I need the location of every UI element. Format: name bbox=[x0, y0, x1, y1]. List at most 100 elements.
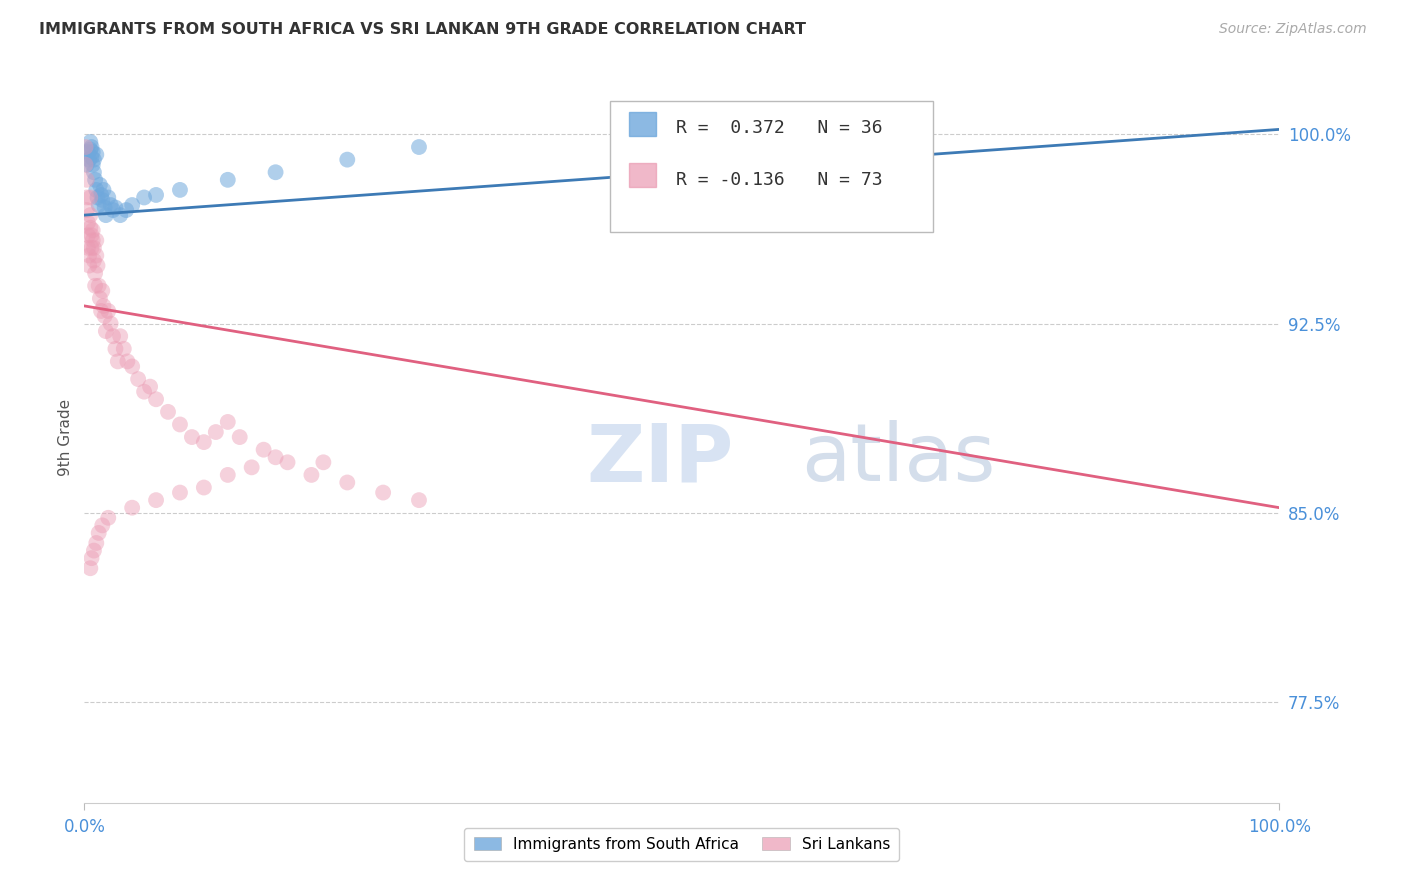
Point bbox=[104, 342, 127, 356]
Point bbox=[659, 833, 682, 847]
Y-axis label: 9th Grade: 9th Grade bbox=[58, 399, 73, 475]
Point bbox=[87, 198, 110, 212]
Point bbox=[101, 203, 124, 218]
Point bbox=[84, 278, 107, 293]
FancyBboxPatch shape bbox=[630, 112, 655, 136]
Point bbox=[97, 304, 120, 318]
Point bbox=[93, 299, 115, 313]
Point bbox=[79, 561, 101, 575]
Point bbox=[86, 147, 108, 161]
Point bbox=[100, 317, 122, 331]
Point bbox=[86, 233, 108, 247]
Point bbox=[77, 248, 100, 262]
Point bbox=[169, 183, 191, 197]
Point bbox=[93, 309, 115, 323]
Point bbox=[87, 278, 110, 293]
Point bbox=[86, 248, 108, 262]
Point bbox=[93, 201, 115, 215]
FancyBboxPatch shape bbox=[610, 101, 934, 232]
Point bbox=[77, 241, 100, 255]
Text: Source: ZipAtlas.com: Source: ZipAtlas.com bbox=[1219, 22, 1367, 37]
Point bbox=[79, 220, 101, 235]
Point bbox=[77, 145, 100, 159]
Point bbox=[94, 208, 117, 222]
Point bbox=[82, 233, 104, 247]
Point bbox=[145, 392, 167, 407]
Point bbox=[80, 140, 103, 154]
Point bbox=[91, 193, 114, 207]
Point bbox=[193, 481, 215, 495]
Text: R =  0.372   N = 36: R = 0.372 N = 36 bbox=[676, 120, 883, 137]
Point bbox=[83, 543, 105, 558]
Legend: Immigrants from South Africa, Sri Lankans: Immigrants from South Africa, Sri Lankan… bbox=[464, 828, 900, 861]
Point bbox=[336, 475, 359, 490]
Text: ZIP: ZIP bbox=[586, 420, 734, 498]
Point bbox=[110, 208, 132, 222]
Point bbox=[253, 442, 276, 457]
Point bbox=[77, 216, 100, 230]
Point bbox=[83, 253, 105, 268]
Point bbox=[121, 500, 143, 515]
Point bbox=[97, 190, 120, 204]
Point bbox=[76, 158, 98, 172]
Point bbox=[82, 145, 104, 159]
Point bbox=[301, 467, 323, 482]
Point bbox=[79, 190, 101, 204]
Point bbox=[76, 190, 98, 204]
Point bbox=[91, 518, 114, 533]
Point bbox=[277, 455, 299, 469]
Point bbox=[76, 173, 98, 187]
Point bbox=[408, 493, 430, 508]
Point bbox=[84, 173, 107, 187]
Point bbox=[79, 143, 101, 157]
Point bbox=[217, 467, 239, 482]
Point bbox=[89, 291, 111, 305]
Point bbox=[86, 259, 108, 273]
Point bbox=[157, 405, 180, 419]
Point bbox=[86, 183, 108, 197]
Point bbox=[312, 455, 335, 469]
Point bbox=[79, 135, 101, 149]
Point bbox=[75, 158, 97, 172]
Point bbox=[82, 223, 104, 237]
Point bbox=[75, 140, 97, 154]
Point bbox=[181, 430, 204, 444]
Point bbox=[86, 536, 108, 550]
Point bbox=[100, 198, 122, 212]
Point bbox=[107, 354, 129, 368]
Point bbox=[79, 208, 101, 222]
Point bbox=[373, 485, 395, 500]
Point bbox=[121, 359, 143, 374]
Point bbox=[76, 203, 98, 218]
Point bbox=[132, 384, 156, 399]
Text: IMMIGRANTS FROM SOUTH AFRICA VS SRI LANKAN 9TH GRADE CORRELATION CHART: IMMIGRANTS FROM SOUTH AFRICA VS SRI LANK… bbox=[39, 22, 807, 37]
Point bbox=[145, 188, 167, 202]
Point bbox=[101, 329, 124, 343]
Point bbox=[115, 203, 138, 218]
Point bbox=[89, 178, 111, 192]
Point bbox=[264, 450, 287, 465]
Point bbox=[80, 241, 103, 255]
Point bbox=[117, 354, 139, 368]
Point bbox=[205, 425, 228, 439]
Point bbox=[94, 324, 117, 338]
Point bbox=[336, 153, 359, 167]
Point bbox=[86, 190, 108, 204]
Point bbox=[104, 201, 127, 215]
Point bbox=[193, 435, 215, 450]
Point bbox=[83, 165, 105, 179]
FancyBboxPatch shape bbox=[630, 163, 655, 187]
Point bbox=[90, 304, 112, 318]
Point bbox=[97, 510, 120, 524]
Point bbox=[240, 460, 263, 475]
Point bbox=[169, 417, 191, 432]
Point bbox=[84, 266, 107, 280]
Point bbox=[80, 228, 103, 243]
Point bbox=[217, 415, 239, 429]
Point bbox=[169, 485, 191, 500]
Point bbox=[83, 153, 105, 167]
Point bbox=[82, 158, 104, 172]
Point bbox=[229, 430, 252, 444]
Point bbox=[408, 140, 430, 154]
Point bbox=[145, 493, 167, 508]
